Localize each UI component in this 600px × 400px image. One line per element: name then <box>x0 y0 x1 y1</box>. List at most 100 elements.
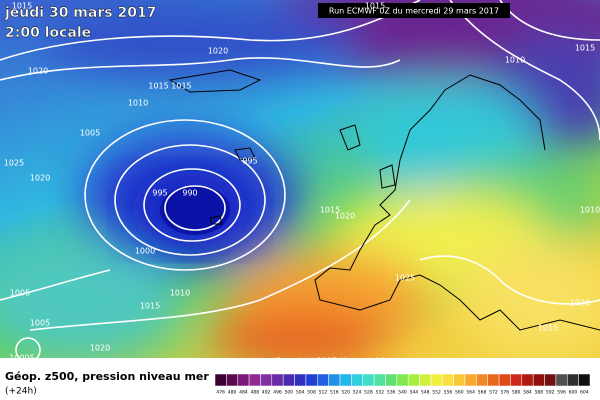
colorbar-label: 584 <box>523 390 532 396</box>
colorbar-cell <box>567 373 579 387</box>
copyright: Copyright 2017 Meteociel.fr <box>275 357 387 366</box>
isobar-label: 1020 <box>28 67 48 76</box>
colorbar-cell <box>578 373 591 387</box>
colorbar-cell <box>532 373 545 387</box>
colorbar-label: 528 <box>364 390 373 396</box>
colorbar-label: 504 <box>296 390 305 396</box>
colorbar-cell <box>351 373 363 387</box>
date: jeudi 30 mars 2017 <box>4 5 156 21</box>
colorbar-cell <box>544 373 557 387</box>
colorbar-label: 496 <box>273 390 282 396</box>
time: 2:00 locale <box>5 25 91 41</box>
colorbar-cell <box>419 373 432 387</box>
colorbar-cell <box>362 373 375 387</box>
isobar-label: 1020 <box>90 344 110 353</box>
colorbar-cell <box>521 373 534 387</box>
colorbar-label: 476 <box>216 390 225 396</box>
colorbar-label: 512 <box>319 390 328 396</box>
isobar-label: 1020 <box>570 299 590 308</box>
colorbar-label: 544 <box>410 390 419 396</box>
run-box <box>318 3 510 18</box>
isobar-label: 1020 <box>208 47 228 56</box>
colorbar-cell <box>510 373 523 387</box>
colorbar-cell <box>282 373 295 387</box>
colorbar-label: 524 <box>353 390 362 396</box>
colorbar-label: 576 <box>500 390 509 396</box>
colorbar-label: 556 <box>444 390 453 396</box>
colorbar-cell <box>487 373 500 387</box>
colorbar-label: 536 <box>387 390 396 396</box>
isobar-label: 1015 1015 <box>148 82 191 91</box>
colorbar-label: 580 <box>512 390 521 396</box>
colorbar-cell <box>555 373 568 387</box>
isobar-label: 990 <box>182 189 197 198</box>
colorbar-label: 572 <box>489 390 498 396</box>
colorbar-label: 488 <box>250 390 259 396</box>
isobar-label: 1020 <box>335 212 355 221</box>
colorbar-label: 552 <box>432 390 441 396</box>
colorbar-cell <box>226 373 238 387</box>
colorbar-cell <box>396 373 409 387</box>
isobar-label: 1015 <box>320 206 340 215</box>
colorbar-label: 500 <box>285 390 294 396</box>
colorbar-cell <box>260 373 273 387</box>
isobar-label: 1025 <box>395 274 415 283</box>
colorbar-cell <box>328 373 341 387</box>
colorbar-label: 480 <box>228 390 237 396</box>
isobar-label: 995 <box>152 189 167 198</box>
isobar-label: 1000 <box>135 247 155 256</box>
colorbar-label: 532 <box>375 390 384 396</box>
forecast: (+24h) <box>5 387 37 397</box>
isobar-label: 1005 <box>10 289 30 298</box>
colorbar-label: 588 <box>535 390 544 396</box>
isobar-label: 1010 <box>170 289 190 298</box>
colorbar-cell <box>442 373 454 387</box>
isobar-label: 1015 <box>140 302 160 311</box>
colorbar-cell <box>237 373 250 387</box>
isobar-label: 1010 <box>128 99 148 108</box>
colorbar-cell <box>464 373 477 387</box>
colorbar-label: 560 <box>455 390 464 396</box>
colorbar-label: 492 <box>262 390 271 396</box>
colorbar-label: 564 <box>466 390 475 396</box>
field <box>0 0 600 358</box>
colorbar-label: 516 <box>330 390 339 396</box>
colorbar-label: 596 <box>557 390 566 396</box>
run-info: Run ECMWF 0Z du mercredi 29 mars 2017 <box>329 7 499 16</box>
colorbar-cell <box>407 373 420 387</box>
isobar-label: 1015 <box>365 2 385 11</box>
isobar-label: 1005 <box>30 319 50 328</box>
isobar-label: 1010 <box>505 56 525 65</box>
colorbar-cell <box>498 373 511 387</box>
colorbar-cell <box>339 373 352 387</box>
footer-title: Géop. z500, pression niveau mer <box>5 370 209 383</box>
isobar-label: 995 <box>242 157 257 166</box>
isobar-label: 1015 <box>575 44 595 53</box>
colorbar-cell <box>271 373 284 387</box>
colorbar-cell <box>305 373 318 387</box>
colorbar-label: 604 <box>580 390 589 396</box>
isobar-label: 1015 <box>12 2 32 11</box>
colorbar-label: 592 <box>546 390 555 396</box>
isobar-label: 1010 <box>580 206 600 215</box>
colorbar-label: 540 <box>398 390 407 396</box>
isobar-label: 1025 <box>4 159 24 168</box>
colorbar-cell <box>385 373 398 387</box>
isobar-label: 1005 <box>80 129 100 138</box>
colorbar-cell <box>294 373 307 387</box>
colorbar-cell <box>373 373 386 387</box>
colorbar-cell <box>317 373 329 387</box>
isobar-label: 1020 <box>30 174 50 183</box>
colorbar-cell <box>476 373 488 387</box>
colorbar-label: 508 <box>307 390 316 396</box>
colorbar-label: 548 <box>421 390 430 396</box>
colorbar-label: 600 <box>569 390 578 396</box>
isobar-label: 1015 <box>538 324 558 333</box>
colorbar-cell <box>453 373 466 387</box>
colorbar-cell <box>214 373 227 387</box>
colorbar-cell <box>248 373 261 387</box>
colorbar-cell <box>430 373 443 387</box>
colorbar-label: 568 <box>478 390 487 396</box>
